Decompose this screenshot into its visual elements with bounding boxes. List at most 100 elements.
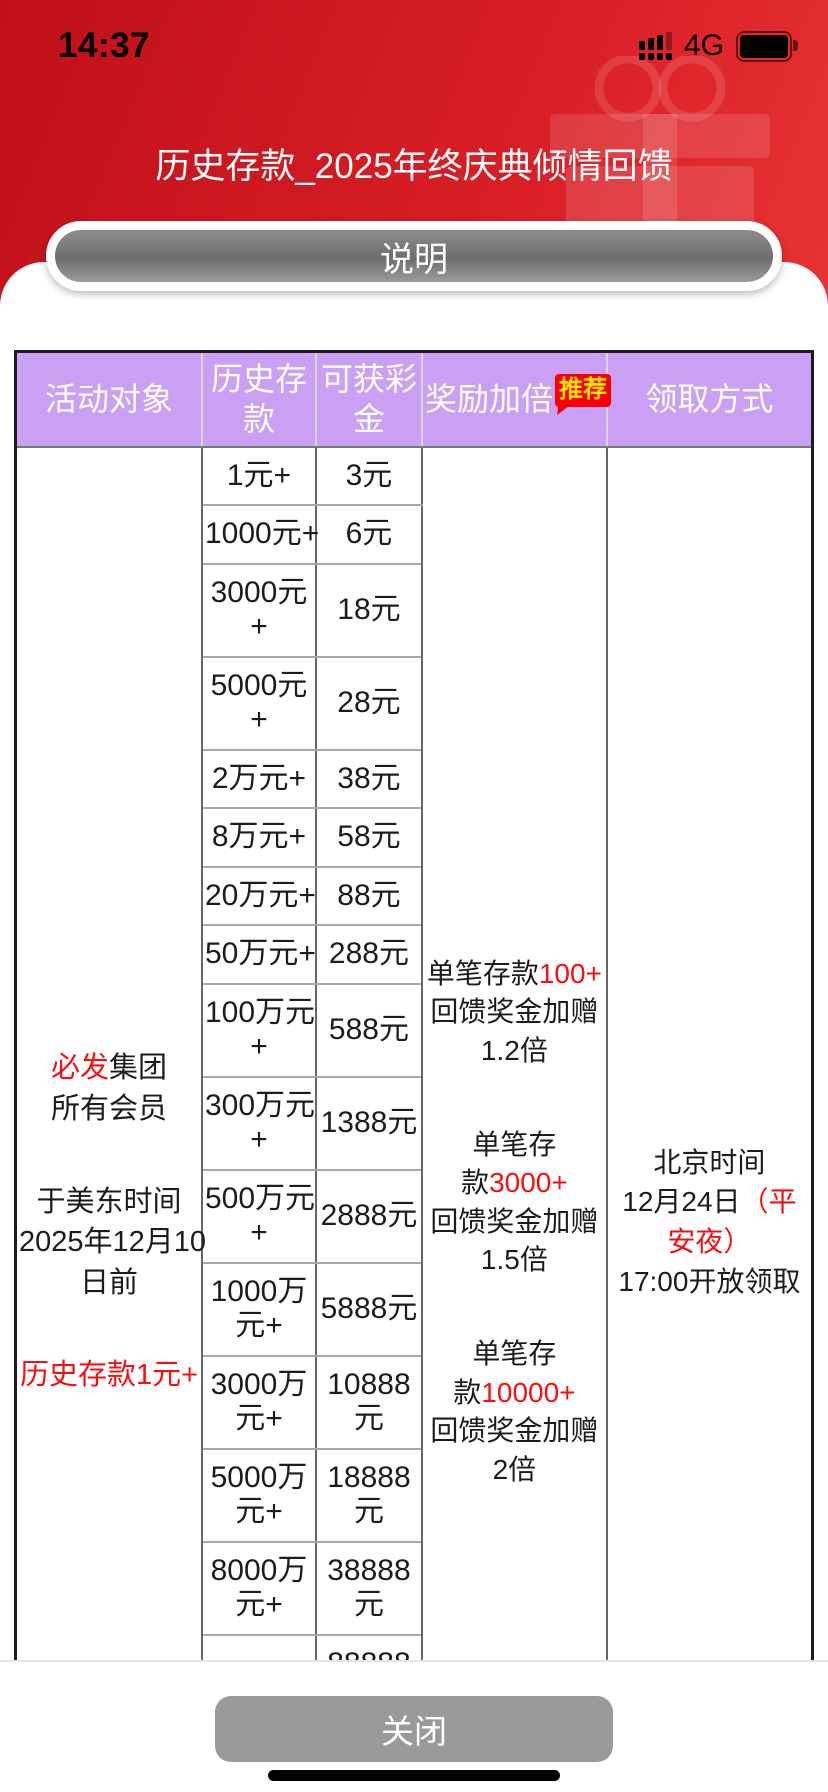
table-row: 20万元+ 88元 [16,865,813,927]
amount-highlight: 3000+ [489,1167,568,1199]
text-segment: 单笔存 [472,1338,557,1370]
bonus-cell: 5888元 [314,1261,423,1357]
status-icons: 4G [638,29,798,63]
brand-name-highlight: 必发 [50,1052,109,1085]
bonus-cell: 88元 [314,865,423,927]
bonus-cell: 18元 [314,562,423,658]
info-button[interactable]: 说明 [46,221,782,291]
deposit-cell: 100万元 + [200,982,317,1078]
promo-table: 活动对象 历史存款 可获彩金 奖励加倍 推荐 领取方式 必发集团所有会员 于美东时… [14,350,814,1730]
time-line-1: 于美东时间 [36,1185,182,1218]
text-segment: 款 [461,1167,490,1199]
time-line-3: 日前 [79,1266,138,1299]
time-line-2: 2025年12月10 [19,1226,207,1259]
bonus-cell: 6元 [314,504,423,565]
table-row: 8万元+ 58元 [16,807,813,868]
text-segment: 12月24日 [622,1186,741,1218]
deposit-cell: 50万元+ [200,924,317,985]
text-segment: 款 [453,1376,482,1408]
table-row: 5000万 元+ 18888 元 [16,1447,813,1543]
table-row: 8000万 元+ 38888 元 [16,1540,813,1636]
bonus-cell: 18888 元 [314,1447,423,1543]
deposit-cell: 3000万 元+ [200,1354,317,1450]
table-row: 1000万 元+ 5888元 [16,1261,813,1357]
bonus-cell: 3元 [314,445,423,507]
bonus-cell: 38888 元 [314,1540,423,1636]
audience-group-line: 必发集团所有会员 [19,1048,199,1129]
deposit-cell: 3000元 + [200,562,317,658]
bonus-cell: 288元 [314,924,423,985]
bonus-cell: 28元 [314,655,423,751]
deposit-cell: 20万元+ [200,865,317,927]
footer-bar: 关闭 [0,1660,828,1792]
text-segment: 17:00开放领取 [618,1265,801,1297]
info-button-label: 说明 [380,240,448,279]
members-line: 所有会员 [50,1092,167,1125]
claim-highlight: 安夜） [667,1226,752,1258]
text-segment: 回馈奖金加赠 [430,1415,599,1447]
brand-name-rest: 集团 [108,1052,167,1085]
status-bar: 14:37 4G [0,0,828,92]
deposit-cell: 1000万 元+ [200,1261,317,1357]
close-button[interactable]: 关闭 [215,1696,613,1762]
times-value: 1.2倍 [480,1034,548,1066]
text-segment: 回馈奖金加赠 [430,996,599,1028]
deposit-cell: 5000万 元+ [200,1447,317,1543]
deposit-cell: 1元+ [200,445,317,507]
text-segment: 单笔存 [472,1128,557,1160]
deposit-cell: 2万元+ [200,748,317,810]
header-multiplier-label: 奖励加倍 [424,381,553,418]
text-segment: 回馈奖金加赠 [430,1205,599,1237]
header-claim: 领取方式 [605,350,814,448]
battery-icon [736,30,798,62]
amount-highlight: 10000+ [481,1376,576,1408]
header-deposit: 历史存款 [200,350,317,448]
page-title: 历史存款_2025年终庆典倾情回馈 [155,147,673,186]
multiplier-block-3: 单笔存款10000+ 回馈奖金加赠 2倍 [425,1335,604,1490]
bonus-cell: 58元 [314,807,423,868]
deposit-cell: 500万元 + [200,1168,317,1264]
bonus-cell: 1388元 [314,1075,423,1171]
audience-cell: 必发集团所有会员 于美东时间 2025年12月10 日前 历史存款1元+ [14,445,206,1730]
table-row: 300万元 +1388元 [16,1075,813,1171]
table-header-row: 活动对象 历史存款 可获彩金 奖励加倍 推荐 领取方式 [14,350,814,448]
multiplier-block-2: 单笔存款3000+ 回馈奖金加赠 1.5倍 [425,1126,604,1281]
table-row: 500万元 +2888元 [16,1168,813,1264]
multiplier-cell: 单笔存款100+ 回馈奖金加赠 1.2倍 单笔存 款3000+ 回馈奖金加赠 1.5倍 单… [420,445,608,1730]
multiplier-block-1: 单笔存款100+ 回馈奖金加赠 1.2倍 [425,955,604,1071]
bonus-cell: 38元 [314,748,423,810]
times-value: 2倍 [492,1453,537,1485]
table-row: 50万元+ 288元 [16,924,813,985]
text-segment: 单笔存款 [426,957,539,989]
bonus-cell: 588元 [314,982,423,1078]
table-row: 5000元 +28元 [16,655,813,751]
table-row: 2万元+ 38元 [16,748,813,810]
deposit-cell: 300万元 + [200,1075,317,1171]
bonus-cell: 2888元 [314,1168,423,1264]
claim-text: 北京时间 12月24日（平安夜） 17:00开放领取 [610,1143,809,1302]
deposit-cell: 5000元 + [200,655,317,751]
deposit-note: 历史存款1元+ [19,1359,199,1392]
header-multiplier: 奖励加倍 推荐 [420,350,611,448]
table-row: 3000万 元+ 10888 元 [16,1354,813,1450]
table-row: 1000元+ 6元 [16,504,813,565]
header-audience: 活动对象 [14,350,203,448]
network-type-label: 4G [683,29,724,62]
claim-highlight: （平 [740,1186,797,1218]
table-row: 3000元 +18元 [16,562,813,658]
cellular-signal-icon [638,32,672,60]
claim-cell: 北京时间 12月24日（平安夜） 17:00开放领取 [605,445,814,1730]
times-value: 1.5倍 [480,1244,548,1276]
recommend-badge: 推荐 [554,374,611,407]
deposit-cell: 8万元+ [200,807,317,868]
home-indicator[interactable] [268,1770,560,1781]
audience-time-line: 于美东时间 2025年12月10 日前 [19,1182,206,1304]
amount-highlight: 100+ [538,957,602,989]
header-bonus: 可获彩金 [314,350,423,448]
bonus-cell: 10888 元 [314,1354,423,1450]
table-row: 必发集团所有会员 于美东时间 2025年12月10 日前 历史存款1元+ 1元+ 3… [14,445,814,1730]
text-segment: 北京时间 [653,1146,766,1178]
clock-label: 14:37 [58,26,151,65]
deposit-cell: 1000元+ [200,504,319,565]
content-card: 活动对象 历史存款 可获彩金 奖励加倍 推荐 领取方式 必发集团所有会员 于美东时… [0,262,828,1792]
